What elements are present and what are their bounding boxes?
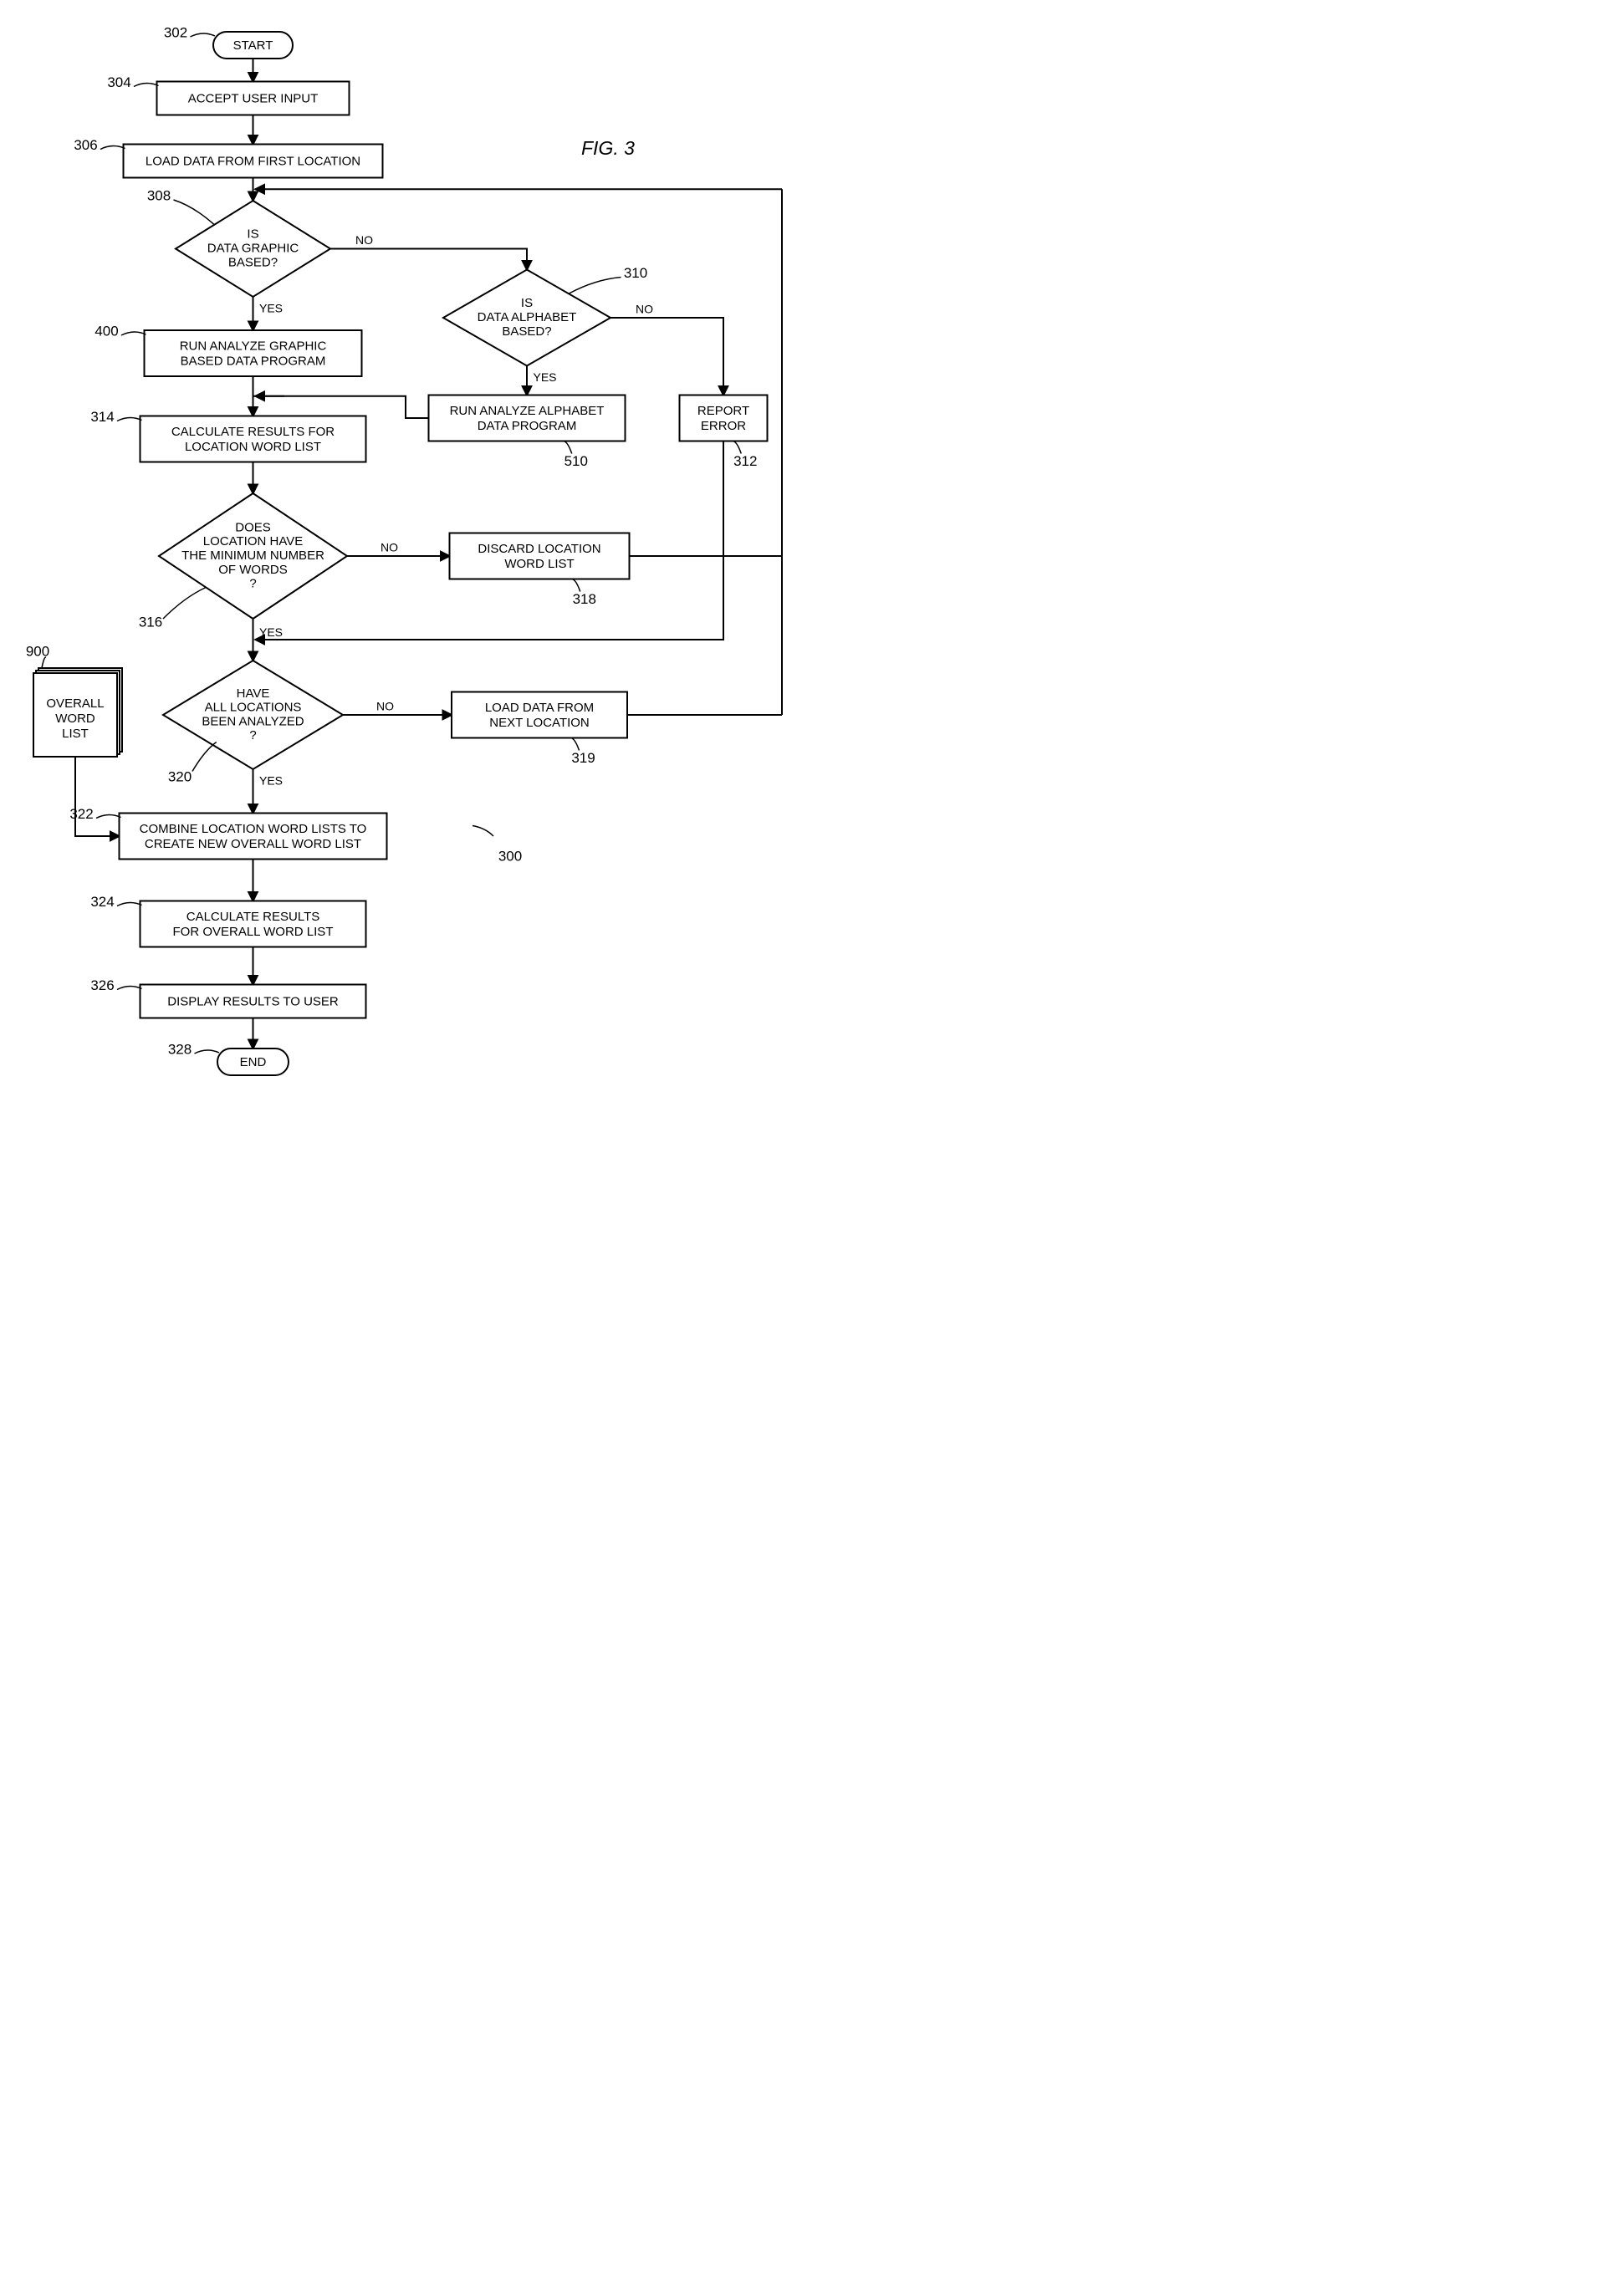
svg-text:NO: NO — [636, 303, 653, 316]
flowchart-node-n326: DISPLAY RESULTS TO USER — [140, 985, 366, 1018]
flowchart-node-n400: RUN ANALYZE GRAPHICBASED DATA PROGRAM — [145, 330, 362, 376]
svg-text:YES: YES — [259, 774, 283, 788]
node-ref: 328 — [168, 1041, 192, 1057]
svg-text:LOCATION HAVE: LOCATION HAVE — [203, 534, 303, 548]
flowchart-node-end: END — [217, 1049, 289, 1075]
svg-text:IS: IS — [521, 296, 533, 310]
svg-text:LOAD DATA FROM FIRST LOCATION: LOAD DATA FROM FIRST LOCATION — [146, 154, 360, 168]
node-ref: 319 — [571, 750, 595, 766]
flowchart-node-n312: REPORTERROR — [680, 395, 768, 441]
svg-text:BASED?: BASED? — [228, 255, 278, 269]
node-ref: 326 — [90, 977, 114, 993]
svg-text:DOES: DOES — [235, 520, 271, 534]
node-ref: 510 — [565, 453, 588, 469]
flowchart-node-d308: ISDATA GRAPHICBASED? — [176, 201, 330, 297]
svg-text:WORD LIST: WORD LIST — [504, 557, 574, 571]
svg-text:DISCARD LOCATION: DISCARD LOCATION — [478, 542, 600, 556]
svg-text:CALCULATE RESULTS FOR: CALCULATE RESULTS FOR — [171, 425, 335, 439]
svg-text:LOCATION WORD LIST: LOCATION WORD LIST — [185, 440, 321, 454]
svg-text:RUN ANALYZE GRAPHIC: RUN ANALYZE GRAPHIC — [180, 339, 327, 353]
figure-title: FIG. 3 — [581, 137, 635, 159]
svg-text:DATA GRAPHIC: DATA GRAPHIC — [207, 241, 299, 255]
svg-text:OF WORDS: OF WORDS — [218, 563, 288, 577]
svg-text:LIST: LIST — [62, 727, 89, 741]
flowchart-node-n314: CALCULATE RESULTS FORLOCATION WORD LIST — [140, 416, 366, 462]
svg-text:FOR OVERALL WORD LIST: FOR OVERALL WORD LIST — [173, 925, 334, 939]
node-ref: 320 — [168, 768, 192, 784]
svg-text:YES: YES — [534, 370, 557, 384]
svg-text:THE MINIMUM NUMBER: THE MINIMUM NUMBER — [181, 548, 324, 563]
svg-text:ERROR: ERROR — [701, 419, 746, 433]
svg-text:?: ? — [249, 728, 256, 742]
node-ref: 310 — [624, 265, 647, 281]
svg-text:ALL LOCATIONS: ALL LOCATIONS — [205, 701, 302, 715]
svg-text:DATA ALPHABET: DATA ALPHABET — [478, 310, 577, 324]
svg-text:YES: YES — [259, 302, 283, 315]
node-ref: 302 — [164, 24, 187, 40]
svg-text:NO: NO — [355, 233, 373, 247]
svg-text:NO: NO — [376, 700, 394, 713]
flowchart-node-d320: HAVEALL LOCATIONSBEEN ANALYZED? — [163, 661, 343, 769]
svg-text:BEEN ANALYZED: BEEN ANALYZED — [202, 714, 304, 728]
flowchart-node-doc900: OVERALLWORDLIST — [33, 668, 122, 757]
svg-text:REPORT: REPORT — [697, 404, 749, 418]
svg-text:NO: NO — [381, 541, 398, 554]
svg-text:ACCEPT USER INPUT: ACCEPT USER INPUT — [188, 91, 319, 105]
svg-text:IS: IS — [247, 227, 258, 242]
svg-text:NEXT LOCATION: NEXT LOCATION — [489, 716, 589, 730]
node-ref: 312 — [733, 453, 757, 469]
figure-ref-main: 300 — [498, 848, 522, 864]
svg-text:CREATE NEW OVERALL WORD LIST: CREATE NEW OVERALL WORD LIST — [145, 837, 361, 851]
flowchart-node-start: START — [213, 32, 293, 59]
node-ref: 314 — [90, 409, 114, 425]
svg-text:BASED?: BASED? — [502, 324, 551, 339]
flowchart-diagram: FIG. 3 300 YES NO YES NO YES NO YES NO START 302 ACC… — [17, 17, 816, 1165]
svg-text:START: START — [233, 38, 273, 53]
flowchart-node-n324: CALCULATE RESULTSFOR OVERALL WORD LIST — [140, 901, 366, 947]
flowchart-node-n304: ACCEPT USER INPUT — [157, 82, 350, 115]
node-ref: 400 — [95, 323, 118, 339]
flowchart-node-n319: LOAD DATA FROMNEXT LOCATION — [452, 692, 627, 738]
svg-text:LOAD DATA FROM: LOAD DATA FROM — [485, 701, 594, 715]
svg-text:HAVE: HAVE — [237, 686, 270, 701]
svg-text:WORD: WORD — [55, 712, 95, 726]
node-ref: 304 — [107, 74, 130, 90]
svg-text:?: ? — [249, 577, 256, 591]
node-ref: 318 — [573, 591, 596, 607]
svg-text:BASED DATA PROGRAM: BASED DATA PROGRAM — [181, 354, 326, 368]
flowchart-node-n510: RUN ANALYZE ALPHABETDATA PROGRAM — [429, 395, 626, 441]
svg-text:YES: YES — [259, 625, 283, 639]
svg-text:RUN ANALYZE ALPHABET: RUN ANALYZE ALPHABET — [450, 404, 605, 418]
flowchart-node-d316: DOESLOCATION HAVETHE MINIMUM NUMBEROF WO… — [159, 493, 347, 619]
flowchart-node-n322: COMBINE LOCATION WORD LISTS TOCREATE NEW… — [120, 814, 387, 860]
node-ref: 306 — [74, 137, 97, 153]
svg-text:OVERALL: OVERALL — [46, 696, 104, 711]
svg-text:END: END — [240, 1055, 267, 1069]
node-ref: 308 — [147, 187, 171, 203]
svg-text:DATA PROGRAM: DATA PROGRAM — [478, 419, 577, 433]
node-ref: 316 — [139, 614, 162, 630]
svg-text:DISPLAY RESULTS TO USER: DISPLAY RESULTS TO USER — [167, 994, 339, 1008]
flowchart-node-d310: ISDATA ALPHABETBASED? — [443, 270, 610, 366]
flowchart-node-n306: LOAD DATA FROM FIRST LOCATION — [124, 145, 383, 178]
node-ref: 322 — [69, 806, 93, 822]
svg-text:CALCULATE RESULTS: CALCULATE RESULTS — [186, 910, 320, 924]
flowchart-node-n318: DISCARD LOCATIONWORD LIST — [450, 533, 630, 579]
node-ref: 324 — [90, 894, 114, 910]
svg-text:COMBINE LOCATION WORD LISTS TO: COMBINE LOCATION WORD LISTS TO — [140, 822, 367, 836]
